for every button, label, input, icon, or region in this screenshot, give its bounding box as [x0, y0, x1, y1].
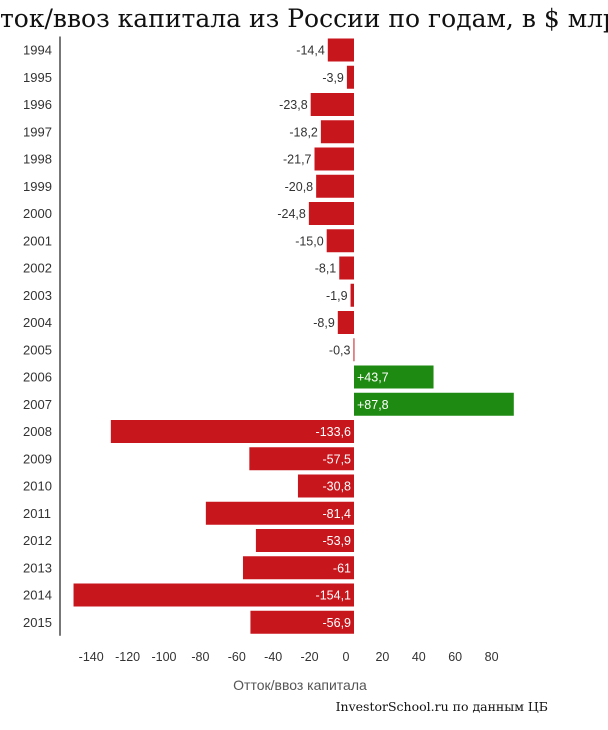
value-label: -154,1	[316, 589, 351, 603]
bar-1997	[320, 120, 354, 144]
x-axis-ticks: -140 -120 -100 -80 -60 -40 -20 0 20 40 60 80	[79, 650, 499, 664]
x-tick-label: 80	[485, 650, 499, 664]
year-label: 2002	[23, 261, 52, 276]
value-label: -81,4	[323, 507, 352, 521]
year-label: 2009	[23, 451, 52, 466]
bar-2010	[297, 474, 354, 498]
value-label: -8,1	[315, 262, 337, 276]
year-label: 2015	[23, 615, 52, 630]
x-tick-label: -140	[79, 650, 104, 664]
year-label: 2004	[23, 315, 52, 330]
value-label: -14,4	[296, 44, 325, 58]
x-tick-label: -60	[228, 650, 246, 664]
bar-2008	[110, 420, 355, 443]
bar-1998	[314, 147, 354, 171]
value-label: +43,7	[357, 371, 389, 385]
bar-2007	[354, 392, 514, 416]
bar-1994	[327, 38, 354, 62]
year-label: 2008	[23, 424, 52, 439]
value-label: -23,8	[279, 98, 308, 112]
bar-2004	[337, 311, 354, 334]
bar-2000	[308, 202, 354, 225]
year-label: 1994	[23, 43, 52, 58]
year-label: 2014	[23, 588, 52, 603]
year-label: 1999	[23, 179, 52, 194]
value-label: -61	[333, 561, 351, 575]
bar-2002	[339, 256, 354, 280]
x-tick-label: 0	[343, 650, 350, 664]
value-label: -133,6	[316, 425, 351, 439]
x-tick-label: 20	[375, 650, 389, 664]
bar-group: 1994 -14,4 1995 -3,9 1996 -23,8 1997 -18,2 1998 -…	[23, 38, 514, 634]
value-label: -3,9	[322, 71, 344, 85]
year-label: 2013	[23, 560, 52, 575]
x-axis-label: Отток/ввоз капитала	[233, 677, 367, 693]
bar-2003	[350, 283, 354, 307]
x-tick-label: -80	[191, 650, 209, 664]
year-label: 2000	[23, 206, 52, 221]
year-label: 2007	[23, 397, 52, 412]
x-tick-label: -40	[264, 650, 282, 664]
value-label: -21,7	[283, 153, 312, 167]
value-label: -15,0	[295, 234, 324, 248]
x-tick-label: -120	[115, 650, 140, 664]
bar-2005	[353, 338, 355, 362]
value-label: -57,5	[323, 452, 352, 466]
bar-1999	[316, 174, 354, 198]
value-label: -56,9	[323, 616, 352, 630]
bar-2012	[255, 529, 354, 552]
year-label: 2011	[23, 506, 51, 521]
bar-2014	[73, 583, 355, 607]
value-label: -30,8	[323, 480, 352, 494]
bar-2011	[205, 501, 354, 525]
year-label: 2005	[23, 342, 52, 357]
x-tick-label: 40	[412, 650, 426, 664]
year-label: 1995	[23, 70, 52, 85]
year-label: 2010	[23, 479, 52, 494]
bar-2001	[326, 229, 354, 253]
chart-title: Отток/ввоз капитала из России по годам, …	[0, 4, 608, 33]
bar-1996	[310, 93, 354, 116]
value-label: +87,8	[357, 398, 389, 412]
value-label: -53,9	[323, 534, 352, 548]
year-label: 1996	[23, 97, 52, 112]
year-label: 2003	[23, 288, 52, 303]
source-note: InvestorSchool.ru по данным ЦБ	[336, 699, 548, 714]
value-label: -0,3	[329, 343, 351, 357]
value-label: -1,9	[326, 289, 348, 303]
year-label: 1997	[23, 124, 52, 139]
year-label: 2001	[23, 233, 52, 248]
bar-2013	[242, 556, 354, 580]
value-label: -8,9	[313, 316, 335, 330]
bar-1995	[346, 65, 354, 89]
value-label: -24,8	[277, 207, 306, 221]
year-label: 2006	[23, 370, 52, 385]
bar-2009	[249, 447, 354, 471]
x-tick-label: 60	[448, 650, 462, 664]
x-tick-label: -100	[151, 650, 176, 664]
value-label: -20,8	[285, 180, 314, 194]
value-label: -18,2	[289, 125, 318, 139]
bar-2015	[250, 610, 354, 634]
year-label: 1998	[23, 152, 52, 167]
x-tick-label: -20	[301, 650, 319, 664]
bar-2006	[354, 365, 434, 389]
year-label: 2012	[23, 533, 52, 548]
